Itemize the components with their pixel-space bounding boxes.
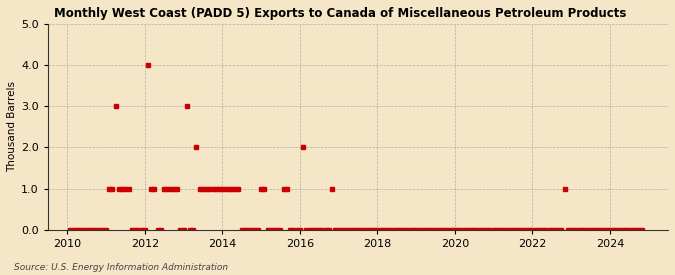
Text: Source: U.S. Energy Information Administration: Source: U.S. Energy Information Administ… (14, 263, 227, 272)
Y-axis label: Thousand Barrels: Thousand Barrels (7, 81, 17, 172)
Text: Monthly West Coast (PADD 5) Exports to Canada of Miscellaneous Petroleum Product: Monthly West Coast (PADD 5) Exports to C… (54, 7, 626, 20)
